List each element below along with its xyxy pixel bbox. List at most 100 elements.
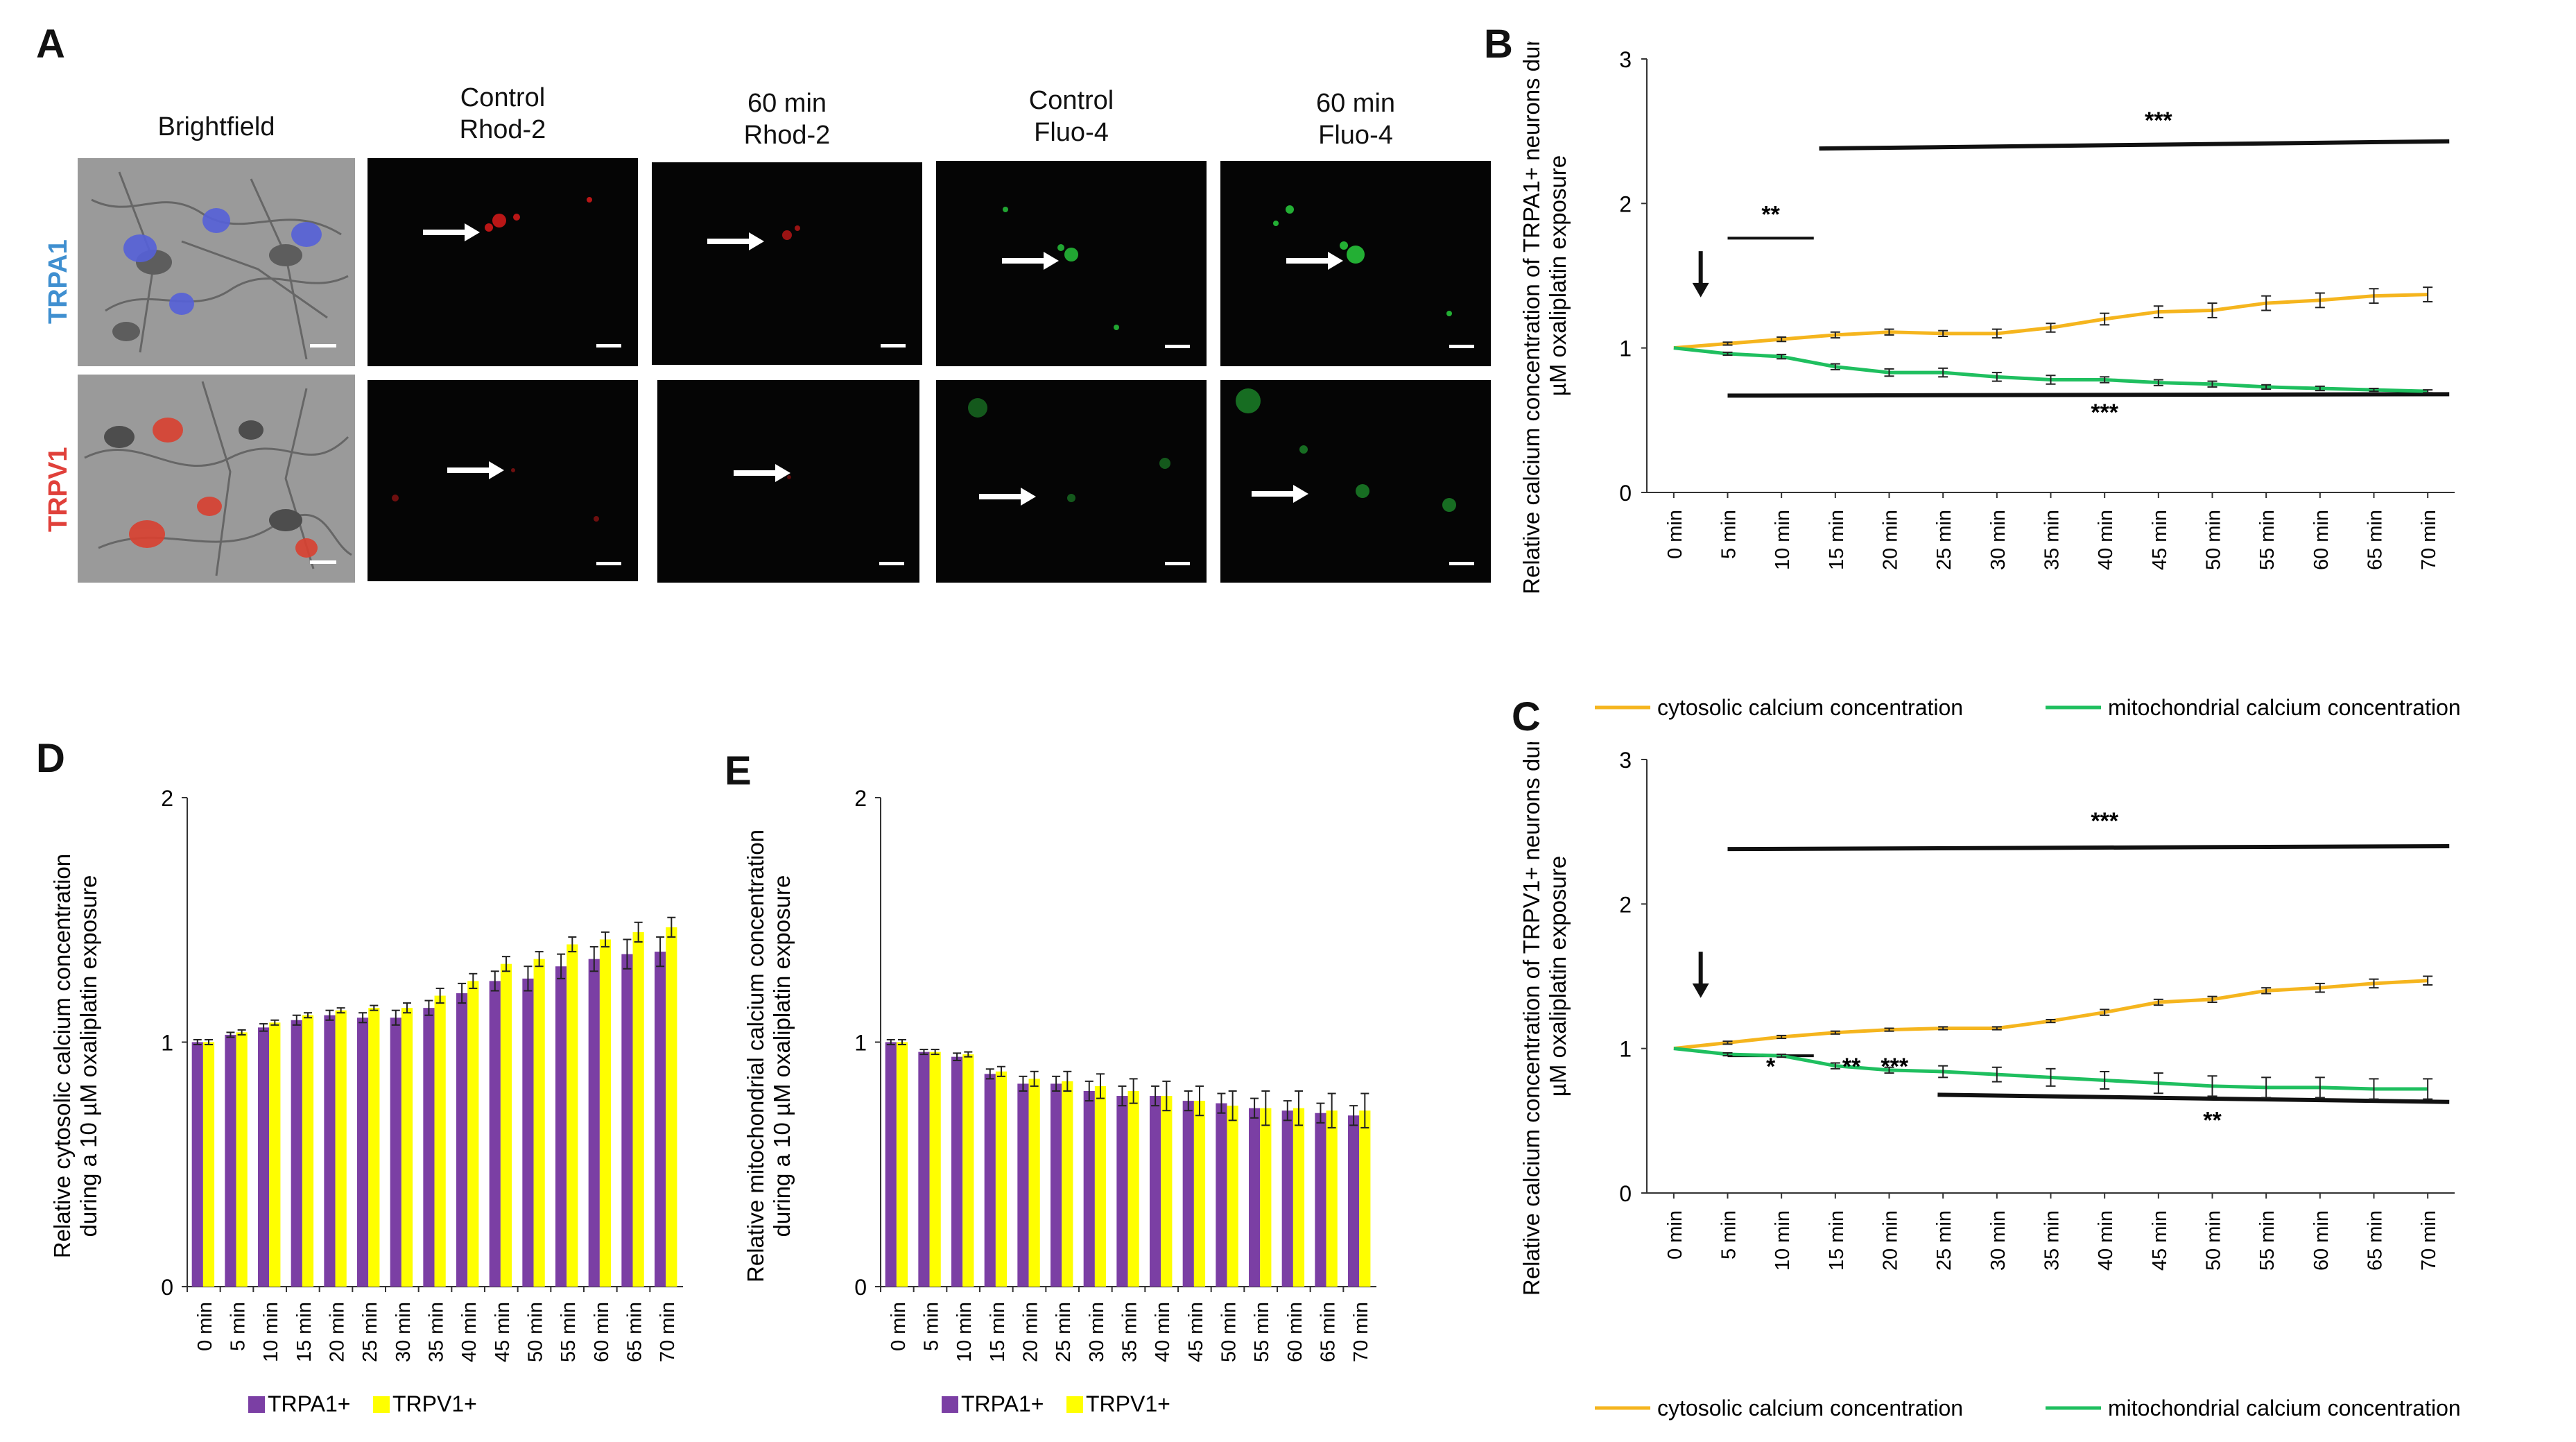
x-tick-label: 30 min — [1987, 510, 2009, 570]
arrow-icon — [707, 232, 764, 250]
scale-bar — [1165, 562, 1190, 565]
bar-trpv1 — [1326, 1110, 1338, 1287]
fluo4-control-trpv1 — [936, 380, 1207, 583]
bar-trpa1 — [1281, 1110, 1293, 1287]
bar-trpa1 — [621, 954, 633, 1287]
y-axis-label: Relative cytosolic calcium concentration… — [49, 854, 101, 1258]
x-tick-label: 10 min — [260, 1302, 282, 1362]
x-tick-label: 70 min — [2418, 510, 2440, 570]
x-tick-label: 10 min — [1772, 510, 1794, 570]
bar-trpa1 — [258, 1027, 270, 1287]
trpa1-stained-cell — [123, 208, 322, 315]
x-tick-label: 20 min — [1880, 1210, 1902, 1271]
x-tick-label: 60 min — [2310, 510, 2333, 570]
legend-label-trpa1: TRPA1+ — [268, 1391, 350, 1416]
x-tick-label: 30 min — [1987, 1210, 2009, 1271]
x-tick-label: 0 min — [1664, 1210, 1686, 1260]
y-tick-label: 1 — [1619, 1037, 1632, 1062]
x-tick-label: 35 min — [2041, 1210, 2064, 1271]
significance-label: *** — [2091, 400, 2118, 426]
legend-label-mito: mitochondrial calcium concentration — [2108, 695, 2461, 720]
y-axis-label: Relative mitochondrial calcium concentra… — [743, 830, 795, 1282]
oxaliplatin-arrow-head-icon — [1692, 983, 1709, 998]
bar-trpa1 — [1051, 1083, 1062, 1287]
y-tick-label: 1 — [854, 1031, 867, 1056]
bar-trpa1 — [423, 1008, 435, 1287]
bar-trpv1 — [302, 1015, 314, 1287]
scale-bar — [310, 560, 336, 564]
bar-trpv1 — [962, 1054, 974, 1287]
panel-letter-d: D — [36, 736, 65, 781]
scale-bar — [1449, 562, 1474, 565]
cytosolic-series-line — [1673, 979, 2428, 1051]
arrow-icon — [979, 488, 1036, 506]
bar-trpv1 — [467, 981, 479, 1287]
bar-trpa1 — [918, 1052, 930, 1287]
bar-trpv1 — [567, 944, 578, 1287]
arrow-icon — [734, 464, 790, 482]
x-tick-label: 50 min — [1218, 1302, 1241, 1362]
x-tick-label: 55 min — [2256, 1210, 2279, 1271]
bar-trpa1 — [1083, 1091, 1095, 1287]
y-tick-label: 3 — [1619, 748, 1632, 773]
column-header-line1: 60 min — [1315, 89, 1396, 118]
significance-label: *** — [2145, 108, 2172, 134]
bar-trpa1 — [522, 978, 534, 1287]
legend-label-cyto: cytosolic calcium concentration — [1657, 695, 1963, 720]
bar-trpv1 — [1193, 1101, 1206, 1287]
trpv1-stained-cell — [129, 418, 318, 558]
y-axis-label-line: µM oxaliplatin exposure — [1545, 155, 1571, 396]
arrow-icon — [1002, 252, 1059, 270]
bar-trpa1 — [1150, 1096, 1161, 1287]
x-tick-label: 30 min — [392, 1302, 415, 1362]
column-header-control-rhod2: Control Rhod-2 — [368, 82, 638, 146]
y-tick-label: 2 — [1619, 892, 1632, 917]
bar-trpa1 — [357, 1018, 369, 1287]
x-tick-label: 0 min — [194, 1302, 216, 1351]
x-tick-label: 0 min — [888, 1302, 910, 1351]
y-axis-label: Relative calcium concentration of TRPA1+… — [1519, 42, 1571, 594]
significance-label: ** — [1842, 1054, 1861, 1080]
y-axis-label-line: Relative cytosolic calcium concentration — [49, 854, 75, 1258]
column-header-line2: Fluo-4 — [1318, 121, 1393, 150]
x-tick-label: 25 min — [1933, 510, 1955, 570]
bar-trpa1 — [191, 1042, 203, 1287]
y-tick-label: 0 — [1619, 481, 1632, 506]
bar-trpa1 — [885, 1042, 897, 1287]
x-tick-label: 65 min — [2365, 510, 2387, 570]
significance-bar — [1727, 392, 2450, 398]
legend-swatch-trpa1 — [942, 1396, 958, 1413]
bar-trpv1 — [1227, 1106, 1238, 1287]
significance-label: *** — [1881, 1054, 1908, 1080]
panel-letter-e: E — [725, 748, 752, 793]
cytosolic-series-line — [1673, 293, 2428, 350]
significance-bar — [1937, 1092, 2450, 1104]
column-header-line2: Rhod-2 — [459, 115, 546, 144]
x-tick-label: 55 min — [1251, 1302, 1273, 1362]
bar-trpv1 — [929, 1052, 941, 1287]
column-header-60min-rhod2: 60 min Rhod-2 — [652, 87, 922, 151]
bar-trpv1 — [666, 927, 677, 1287]
bar-trpa1 — [291, 1020, 302, 1287]
x-tick-label: 0 min — [1664, 510, 1686, 559]
x-tick-label: 20 min — [1880, 510, 1902, 570]
y-tick-label: 0 — [1619, 1181, 1632, 1206]
legend-label-trpv1: TRPV1+ — [1086, 1391, 1170, 1416]
bar-trpv1 — [1293, 1108, 1305, 1287]
brightfield-image-trpa1 — [78, 158, 355, 366]
bar-trpv1 — [1028, 1079, 1040, 1287]
significance-label: ** — [1761, 201, 1780, 228]
arrow-icon — [1252, 485, 1308, 503]
bar-trpa1 — [951, 1056, 963, 1287]
x-tick-label: 5 min — [921, 1302, 943, 1351]
bar-trpv1 — [401, 1008, 413, 1287]
significance-label: * — [1766, 1054, 1776, 1080]
bar-trpv1 — [368, 1008, 380, 1287]
rhod2-control-trpa1 — [368, 158, 638, 366]
x-tick-label: 35 min — [2041, 510, 2064, 570]
legend-label-trpv1: TRPV1+ — [392, 1391, 477, 1416]
bar-trpv1 — [1094, 1085, 1107, 1287]
row-label-trpv1: TRPV1 — [44, 447, 73, 532]
